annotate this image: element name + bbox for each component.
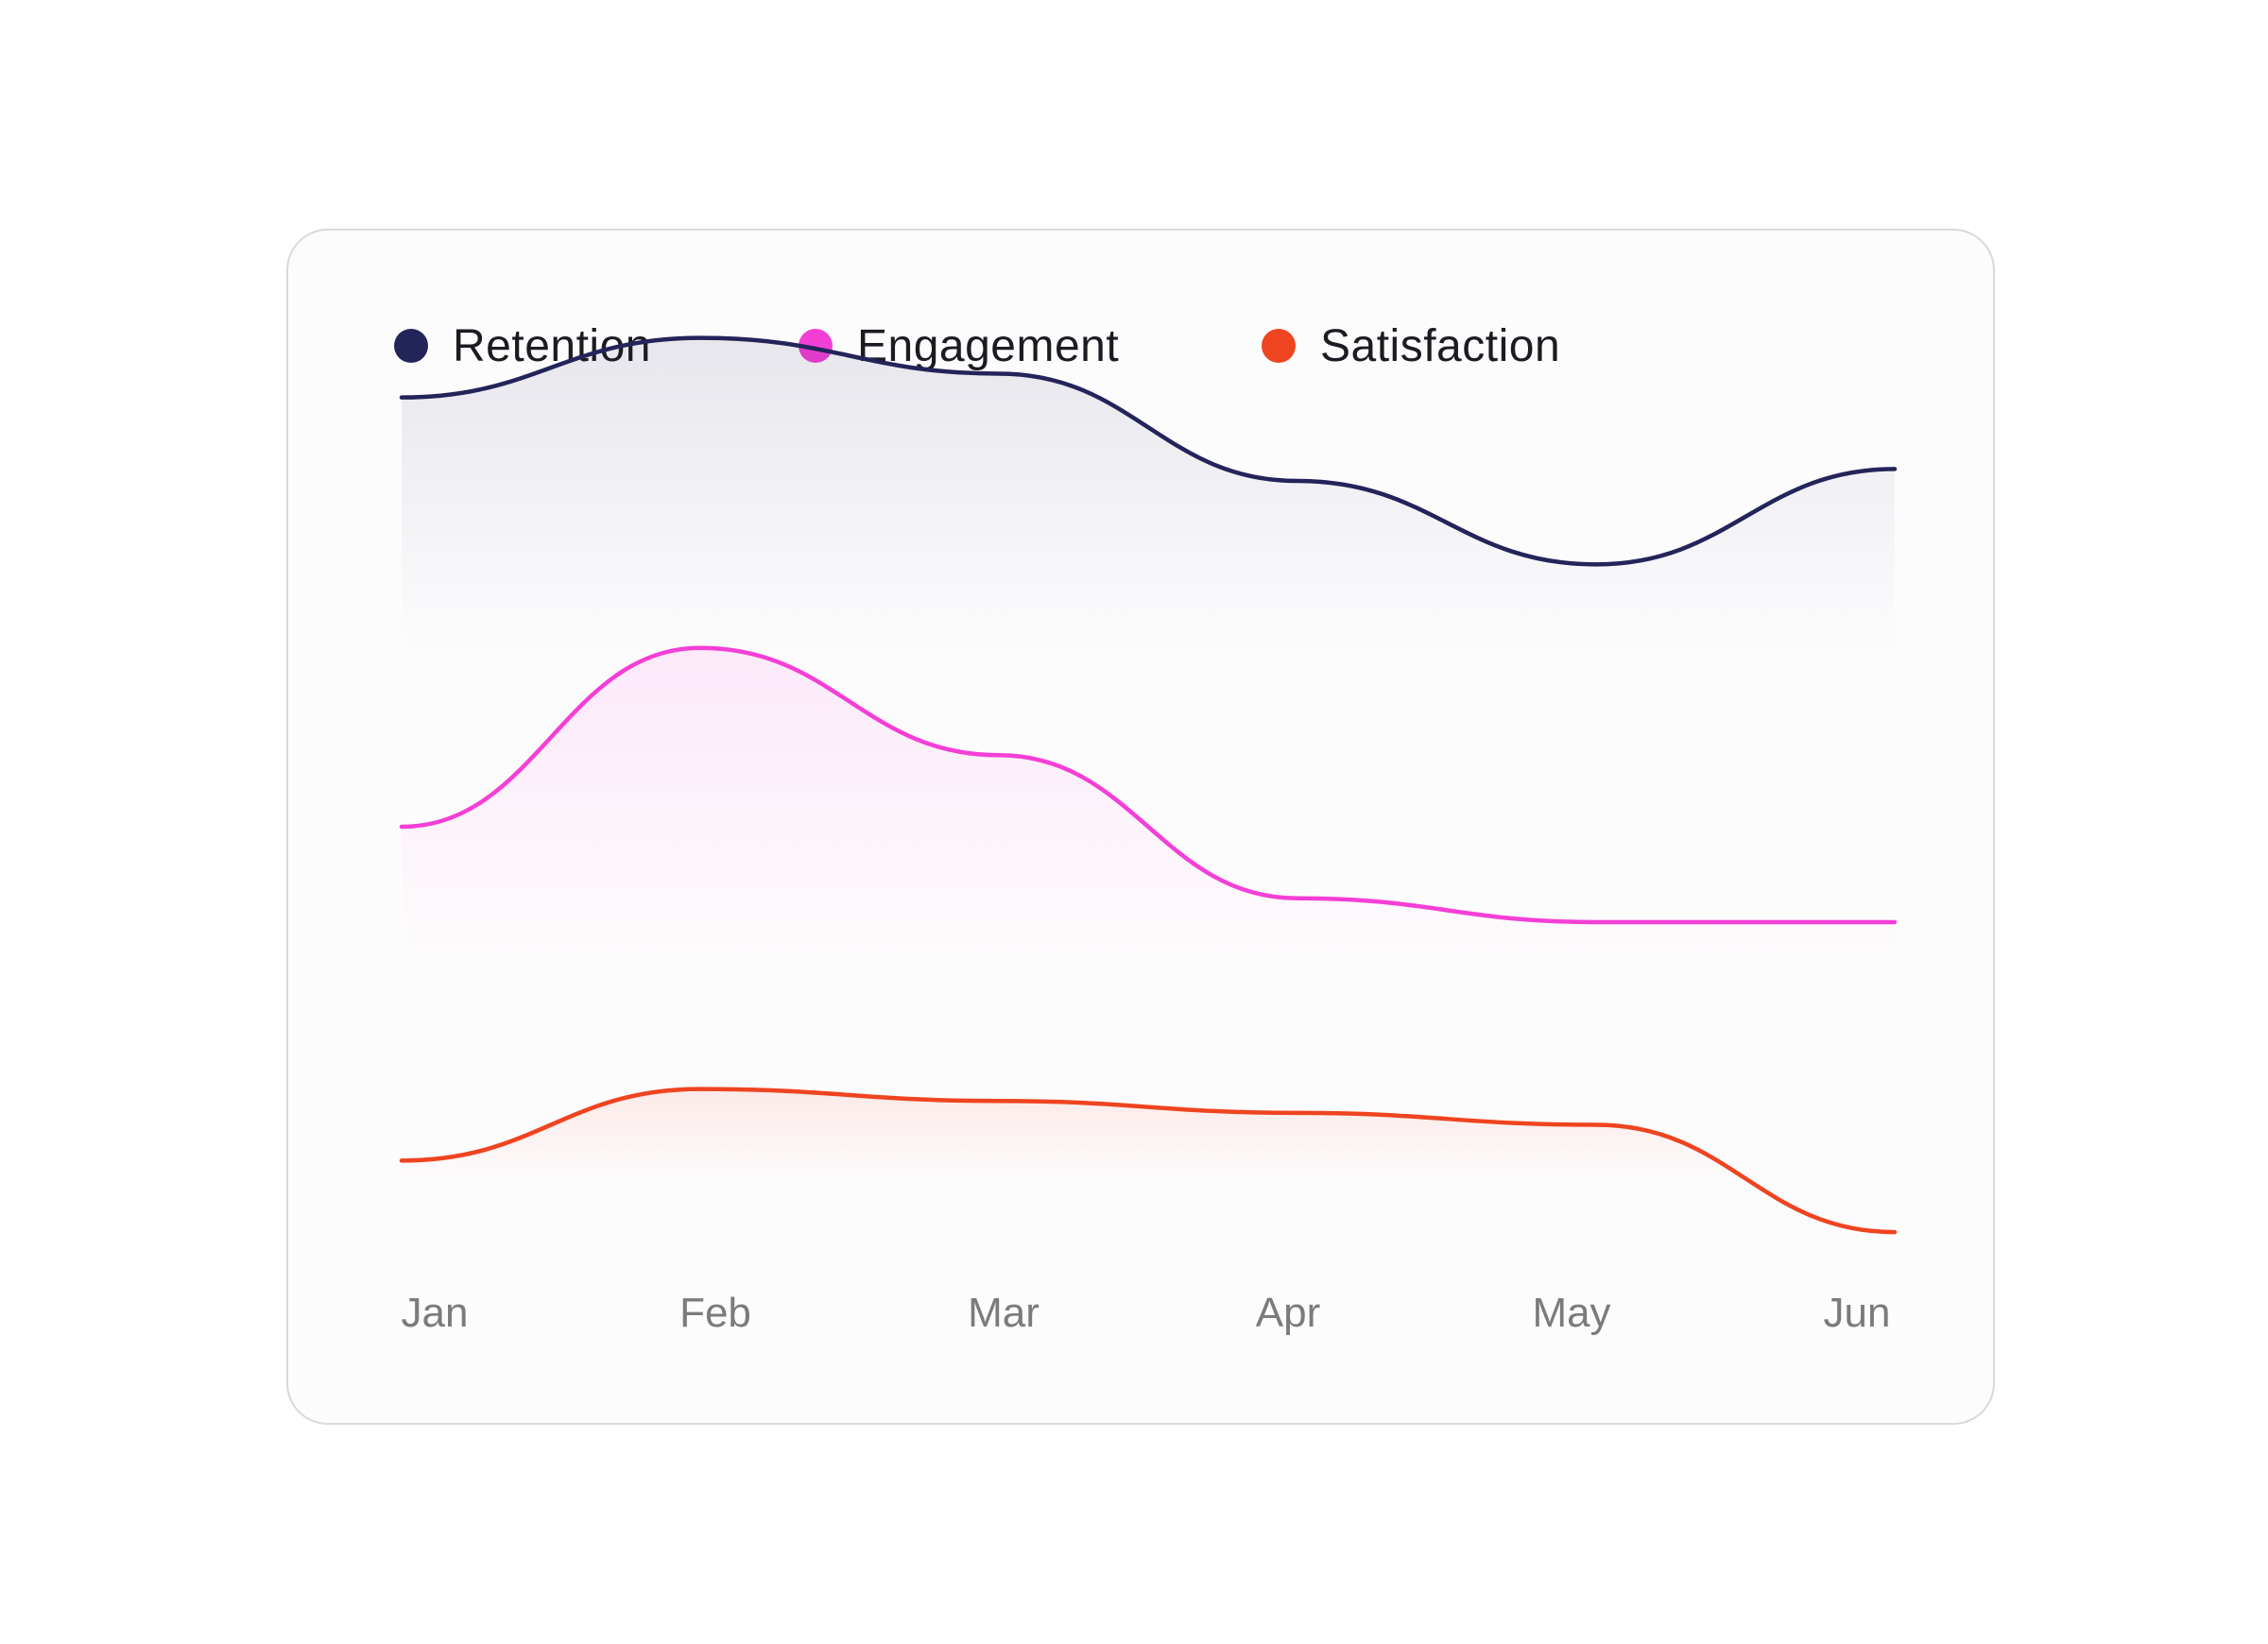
line-engagement[interactable]: [399, 645, 1898, 925]
chart-card: Retention Engagement Satisfaction Jan Feb…: [286, 229, 1995, 1425]
legend-item-engagement[interactable]: Engagement: [799, 317, 1119, 374]
chart-plot-area: Jan Feb Mar Apr May Jun: [399, 335, 1898, 1336]
series-lines: [399, 335, 1898, 1235]
x-tick-label: May: [1532, 1290, 1610, 1336]
line-retention[interactable]: [399, 335, 1898, 567]
x-tick-label: Jun: [1824, 1290, 1891, 1336]
legend-label: Satisfaction: [1320, 320, 1561, 371]
x-tick-label: Feb: [679, 1290, 751, 1336]
legend-label: Engagement: [857, 320, 1120, 371]
legend-item-satisfaction[interactable]: Satisfaction: [1262, 317, 1560, 374]
x-tick-label: Jan: [402, 1290, 469, 1336]
x-axis-ticks: Jan Feb Mar Apr May Jun: [402, 1290, 1891, 1336]
legend-dot-icon: [1262, 329, 1296, 363]
x-tick-label: Mar: [968, 1290, 1040, 1336]
x-tick-label: Apr: [1256, 1290, 1320, 1336]
legend-dot-icon: [394, 329, 428, 363]
line-satisfaction[interactable]: [399, 1087, 1898, 1235]
area-engagement: [402, 647, 1895, 1185]
